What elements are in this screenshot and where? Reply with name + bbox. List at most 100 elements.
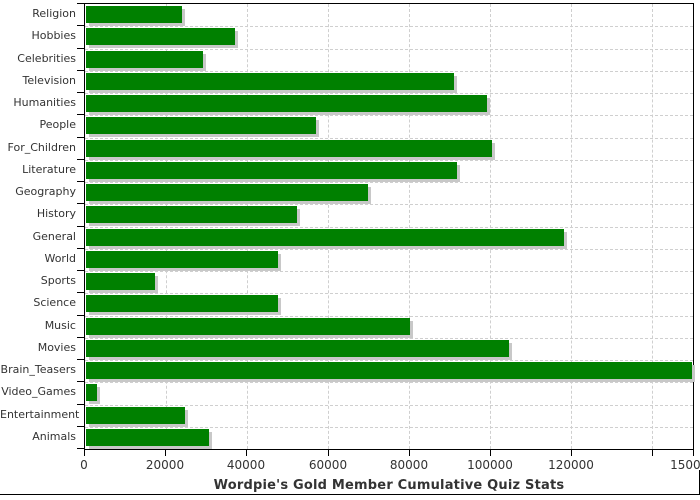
bar-brain_teasers [86, 362, 692, 379]
category-label: People [39, 118, 76, 132]
y-axis-tick [77, 270, 84, 271]
x-axis-tick [328, 450, 329, 456]
bar-geography [86, 184, 368, 201]
horizontal-gridline [85, 360, 693, 361]
x-axis-tick [84, 450, 85, 456]
y-axis-tick [77, 136, 84, 138]
bar-world [86, 250, 278, 268]
horizontal-gridline [85, 26, 693, 28]
bar-religion [86, 6, 182, 23]
horizontal-gridline [85, 271, 693, 272]
y-axis-tick [77, 425, 84, 427]
bar-entertainment [86, 406, 185, 424]
y-axis-tick [77, 69, 84, 71]
horizontal-gridline [85, 404, 693, 406]
x-axis-tick [490, 450, 491, 456]
horizontal-gridline [85, 337, 693, 339]
x-axis-tick [571, 450, 572, 456]
x-axis-tick-label: 120000 [548, 458, 594, 472]
x-axis-tick [409, 450, 410, 456]
x-axis-tick-label: 0 [80, 458, 88, 472]
chart-title: Wordpie's Gold Member Cumulative Quiz St… [213, 478, 565, 493]
y-axis-tick [77, 114, 84, 116]
horizontal-gridline [85, 382, 693, 384]
plot-area [84, 3, 694, 450]
category-label: Hobbies [31, 29, 76, 43]
x-axis-tick [165, 450, 166, 456]
category-label: History [36, 207, 76, 221]
x-axis-tick-label: 100000 [467, 458, 513, 472]
bar-movies [86, 339, 509, 357]
image-frame-bottom-line [0, 494, 700, 495]
bar-music [86, 317, 410, 335]
horizontal-gridline [85, 93, 693, 94]
x-axis-tick [693, 450, 694, 456]
horizontal-gridline [85, 315, 693, 317]
x-axis-tick [652, 450, 653, 456]
category-label: Science [33, 296, 76, 310]
bar-science [86, 295, 278, 313]
category-label: General [32, 229, 76, 243]
horizontal-gridline [85, 226, 693, 228]
category-label: Animals [32, 429, 76, 443]
horizontal-gridline [85, 293, 693, 295]
y-axis-tick [77, 381, 84, 383]
bar-celebrities [86, 50, 203, 68]
category-label: Sports [40, 274, 76, 287]
x-axis-tick-label: 150000 [670, 458, 700, 472]
y-axis-tick [77, 403, 84, 405]
horizontal-gridline [85, 137, 693, 139]
y-axis-tick [77, 225, 84, 227]
y-axis-tick [77, 25, 84, 27]
y-axis-tick [77, 448, 84, 449]
y-axis-tick [77, 158, 84, 160]
bar-television [86, 72, 454, 90]
horizontal-gridline [85, 70, 693, 72]
x-axis-tick [246, 450, 247, 456]
horizontal-gridline [85, 115, 693, 117]
category-label: Video_Games [1, 385, 76, 399]
y-axis-tick [77, 292, 84, 294]
y-axis-tick [77, 359, 84, 360]
category-label: Television [22, 73, 77, 87]
horizontal-gridline [85, 48, 693, 50]
bar-for_children [86, 139, 492, 157]
bar-history [86, 206, 297, 224]
x-axis-tick-label: 40000 [226, 458, 266, 472]
bar-people [86, 117, 316, 135]
bar-layer [85, 4, 693, 449]
y-axis-tick [77, 314, 84, 316]
horizontal-gridline [85, 426, 693, 428]
category-label: Literature [22, 162, 76, 176]
y-axis-tick [77, 181, 84, 182]
category-label: Religion [32, 7, 76, 20]
category-label: World [44, 251, 76, 265]
x-axis-tick-label: 80000 [389, 458, 429, 472]
y-axis-tick [77, 336, 84, 338]
y-axis-tick [77, 92, 84, 93]
y-axis-tick [77, 203, 84, 205]
category-label: Movies [37, 340, 76, 354]
horizontal-gridline [85, 159, 693, 161]
y-axis-tick [77, 247, 84, 249]
category-label: For_Children [7, 140, 76, 154]
x-axis-tick-label: 60000 [308, 458, 348, 472]
bar-animals [86, 428, 209, 446]
grid-layer [85, 4, 693, 449]
bar-humanities [86, 95, 487, 112]
category-label: Brain_Teasers [0, 363, 76, 376]
category-label: Humanities [13, 96, 76, 109]
category-label: Geography [15, 185, 76, 198]
bar-video_games [86, 384, 97, 402]
bar-literature [86, 161, 457, 179]
horizontal-gridline [85, 182, 693, 183]
bar-general [86, 228, 564, 246]
bar-hobbies [86, 28, 235, 46]
category-label: Celebrities [17, 51, 76, 65]
y-axis-tick [77, 3, 84, 4]
category-label: Music [44, 318, 76, 332]
horizontal-gridline [85, 204, 693, 206]
y-axis-tick [77, 47, 84, 49]
category-label: Entertainment [0, 407, 80, 421]
